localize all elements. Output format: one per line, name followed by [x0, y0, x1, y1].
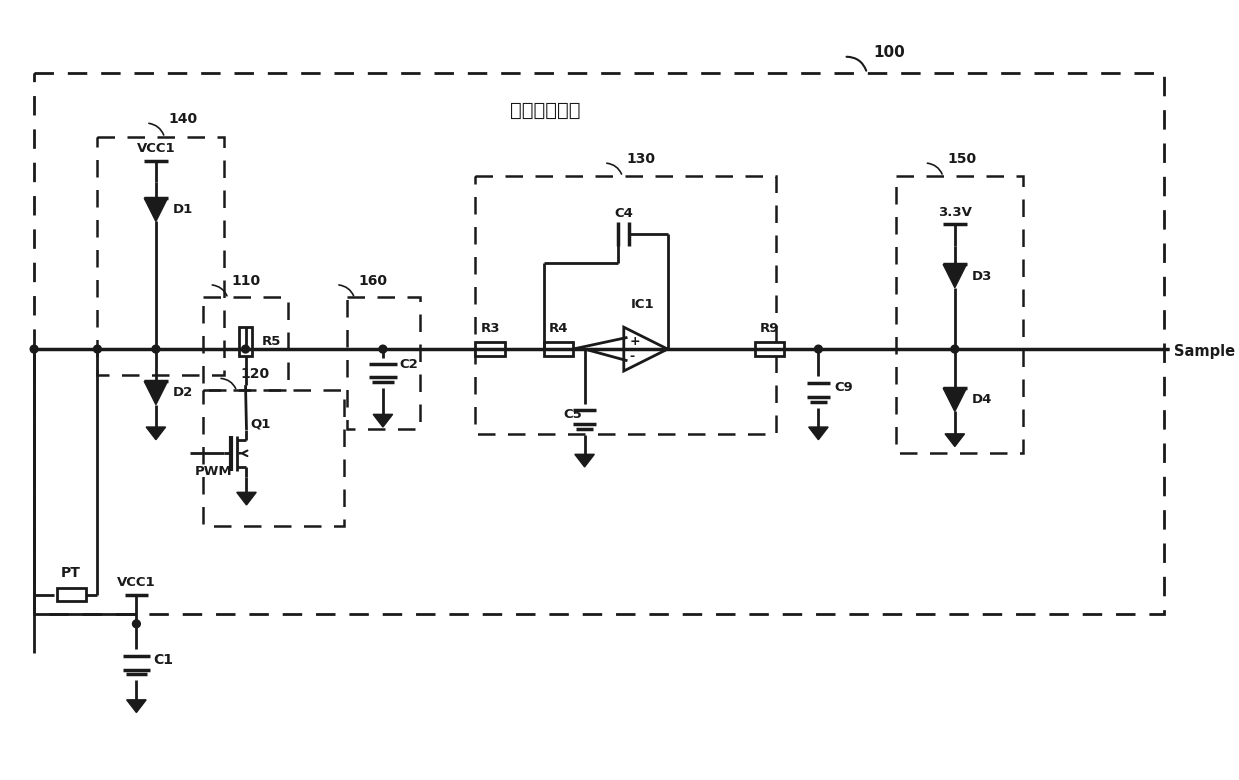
Text: Sample: Sample	[1175, 343, 1235, 359]
Text: 100: 100	[873, 44, 904, 60]
Circle shape	[152, 346, 160, 353]
Circle shape	[242, 346, 249, 353]
Polygon shape	[146, 427, 166, 440]
Bar	[239, 327, 253, 356]
Text: +: +	[629, 335, 641, 348]
Bar	[203, 297, 289, 390]
Bar	[544, 342, 572, 356]
Circle shape	[814, 346, 823, 353]
Text: D2: D2	[172, 386, 193, 399]
Polygon shape	[237, 492, 256, 505]
Circle shape	[379, 346, 387, 353]
Text: 电阵测量电路: 电阵测量电路	[510, 101, 581, 120]
Polygon shape	[575, 454, 595, 467]
Circle shape	[93, 346, 102, 353]
Text: -: -	[629, 350, 634, 363]
Bar	[476, 342, 504, 356]
Bar	[57, 588, 85, 601]
Text: 3.3V: 3.3V	[938, 205, 971, 218]
Polygon shape	[809, 427, 828, 440]
Text: IC1: IC1	[631, 298, 655, 311]
Text: C5: C5	[564, 408, 582, 421]
Text: VCC1: VCC1	[118, 576, 156, 589]
Polygon shape	[945, 434, 964, 446]
Text: 140: 140	[169, 112, 198, 126]
Text: 130: 130	[627, 152, 655, 166]
Text: D3: D3	[971, 270, 991, 282]
Bar	[896, 176, 1023, 453]
Circle shape	[30, 346, 38, 353]
Bar	[203, 390, 344, 526]
Text: 160: 160	[358, 274, 388, 288]
Text: 120: 120	[240, 367, 270, 381]
Text: C9: C9	[834, 381, 852, 394]
Polygon shape	[943, 264, 966, 288]
Text: VCC1: VCC1	[136, 142, 175, 155]
Text: PT: PT	[61, 566, 81, 580]
Text: R9: R9	[760, 321, 779, 335]
Text: 110: 110	[232, 274, 261, 288]
Polygon shape	[943, 388, 966, 411]
Text: C4: C4	[615, 207, 633, 220]
Bar	[35, 73, 1165, 614]
Text: Q1: Q1	[250, 417, 271, 431]
Text: R5: R5	[263, 335, 281, 348]
Polygon shape	[126, 700, 146, 712]
Text: D1: D1	[172, 204, 193, 216]
Text: D4: D4	[971, 393, 991, 406]
Text: R3: R3	[481, 321, 499, 335]
Polygon shape	[144, 198, 167, 222]
Bar	[755, 342, 784, 356]
Text: PWM: PWM	[195, 465, 233, 478]
Circle shape	[950, 346, 959, 353]
Text: 150: 150	[947, 152, 976, 166]
Text: C2: C2	[399, 358, 419, 371]
Text: R4: R4	[549, 321, 567, 335]
Text: C1: C1	[152, 653, 173, 667]
Polygon shape	[373, 414, 393, 427]
Polygon shape	[623, 327, 668, 371]
Bar	[98, 136, 224, 375]
Circle shape	[133, 620, 140, 628]
Bar	[347, 297, 420, 429]
Bar	[476, 176, 776, 434]
Polygon shape	[144, 381, 167, 405]
